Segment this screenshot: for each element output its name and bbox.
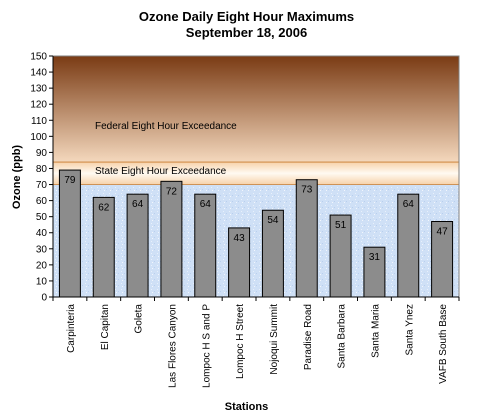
x-category-label: VAFB South Base <box>438 304 449 384</box>
federal-exceedance-band <box>53 56 459 163</box>
bar-value-label: 64 <box>403 199 415 210</box>
bar <box>363 246 386 298</box>
x-category-label: El Capitan <box>100 304 111 350</box>
bar <box>194 193 217 298</box>
state-exceedance-band <box>53 162 459 185</box>
x-category-label: Las Flores Canyon <box>167 304 178 388</box>
y-tick-label: 80 <box>36 164 48 175</box>
federal-band-label: Federal Eight Hour Exceedance <box>95 121 237 132</box>
y-tick-label: 140 <box>30 68 47 79</box>
x-axis-label: Stations <box>224 401 269 413</box>
state-band-label: State Eight Hour Exceedance <box>95 166 227 177</box>
y-tick-label: 110 <box>31 116 47 127</box>
bar <box>261 209 284 298</box>
y-tick-label: 50 <box>36 212 48 223</box>
y-tick-label: 120 <box>30 100 47 111</box>
chart-subtitle: September 18, 2006 <box>185 25 308 40</box>
y-tick-label: 30 <box>36 244 48 255</box>
chart-title: Ozone Daily Eight Hour Maximums <box>138 9 355 24</box>
x-category-label: Carpinteria <box>66 304 77 353</box>
y-tick-label: 10 <box>36 276 48 287</box>
y-tick-label: 130 <box>30 84 47 95</box>
bar <box>431 220 454 298</box>
x-category-label: Goleta <box>134 304 145 334</box>
y-tick-label: 40 <box>36 228 48 239</box>
x-category-label: Nojoqui Summit <box>269 304 280 375</box>
bar-value-label: 43 <box>234 233 246 244</box>
x-category-label: Santa Ynez <box>404 304 415 356</box>
bar <box>397 193 420 298</box>
bar-value-label: 79 <box>64 175 76 186</box>
x-category-label: Lompoc H S and P <box>201 304 212 388</box>
x-category-label: Santa Maria <box>370 304 381 358</box>
y-tick-label: 60 <box>36 196 48 207</box>
bar <box>228 227 251 298</box>
bar-value-label: 64 <box>132 199 144 210</box>
bar <box>58 169 81 298</box>
bar-value-label: 64 <box>200 199 212 210</box>
bar <box>126 193 149 298</box>
bar-value-label: 31 <box>369 252 381 263</box>
y-axis-label: Ozone (ppb) <box>11 145 23 209</box>
x-category-label: Paradise Road <box>303 304 314 370</box>
y-tick-label: 0 <box>41 293 47 304</box>
bar <box>92 196 115 298</box>
bar-value-label: 54 <box>267 215 279 226</box>
x-category-label: Santa Barbara <box>337 304 348 369</box>
bar-value-label: 62 <box>98 202 110 213</box>
bar <box>295 179 318 298</box>
bar-value-label: 51 <box>335 220 347 231</box>
y-tick-label: 90 <box>36 148 48 159</box>
y-tick-label: 150 <box>30 52 47 63</box>
bar-value-label: 47 <box>437 226 449 237</box>
bar <box>160 180 183 298</box>
bar <box>329 214 352 298</box>
x-category-label: Lompoc H Street <box>235 304 246 379</box>
y-tick-label: 100 <box>30 132 47 143</box>
bar-value-label: 72 <box>166 186 178 197</box>
y-tick-label: 20 <box>36 260 48 271</box>
y-tick-label: 70 <box>36 180 48 191</box>
bar-value-label: 73 <box>301 185 313 196</box>
